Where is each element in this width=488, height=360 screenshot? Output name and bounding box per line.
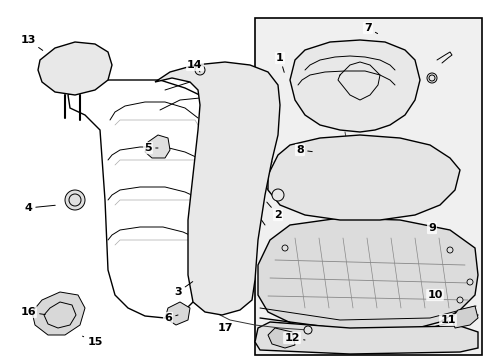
Circle shape — [304, 326, 311, 334]
Polygon shape — [145, 135, 170, 158]
FancyBboxPatch shape — [254, 18, 481, 355]
Text: 11: 11 — [439, 315, 455, 325]
Text: 9: 9 — [427, 223, 435, 233]
Polygon shape — [258, 218, 477, 333]
Text: 13: 13 — [20, 35, 42, 50]
Text: 15: 15 — [82, 336, 102, 347]
Circle shape — [65, 190, 85, 210]
Text: 1: 1 — [276, 53, 284, 72]
Polygon shape — [32, 292, 85, 335]
Text: 3: 3 — [174, 282, 192, 297]
Text: 16: 16 — [20, 307, 45, 317]
Text: 7: 7 — [364, 23, 377, 33]
Polygon shape — [155, 62, 280, 315]
Circle shape — [466, 279, 472, 285]
Circle shape — [426, 73, 436, 83]
Text: 10: 10 — [427, 290, 442, 300]
Polygon shape — [38, 42, 112, 95]
Text: 17: 17 — [217, 323, 232, 333]
Polygon shape — [267, 135, 459, 220]
Circle shape — [271, 189, 284, 201]
Text: 14: 14 — [187, 60, 203, 72]
Text: 8: 8 — [296, 145, 312, 155]
Circle shape — [456, 297, 462, 303]
Polygon shape — [289, 40, 419, 132]
Polygon shape — [451, 306, 477, 328]
Circle shape — [446, 247, 452, 253]
Polygon shape — [254, 322, 477, 354]
Polygon shape — [164, 302, 190, 325]
Polygon shape — [267, 328, 294, 348]
Circle shape — [282, 245, 287, 251]
Text: 6: 6 — [164, 313, 178, 323]
Text: 5: 5 — [144, 143, 158, 153]
Text: 4: 4 — [24, 203, 55, 213]
Text: 12: 12 — [284, 333, 305, 343]
Circle shape — [195, 65, 204, 75]
Text: 2: 2 — [266, 202, 281, 220]
